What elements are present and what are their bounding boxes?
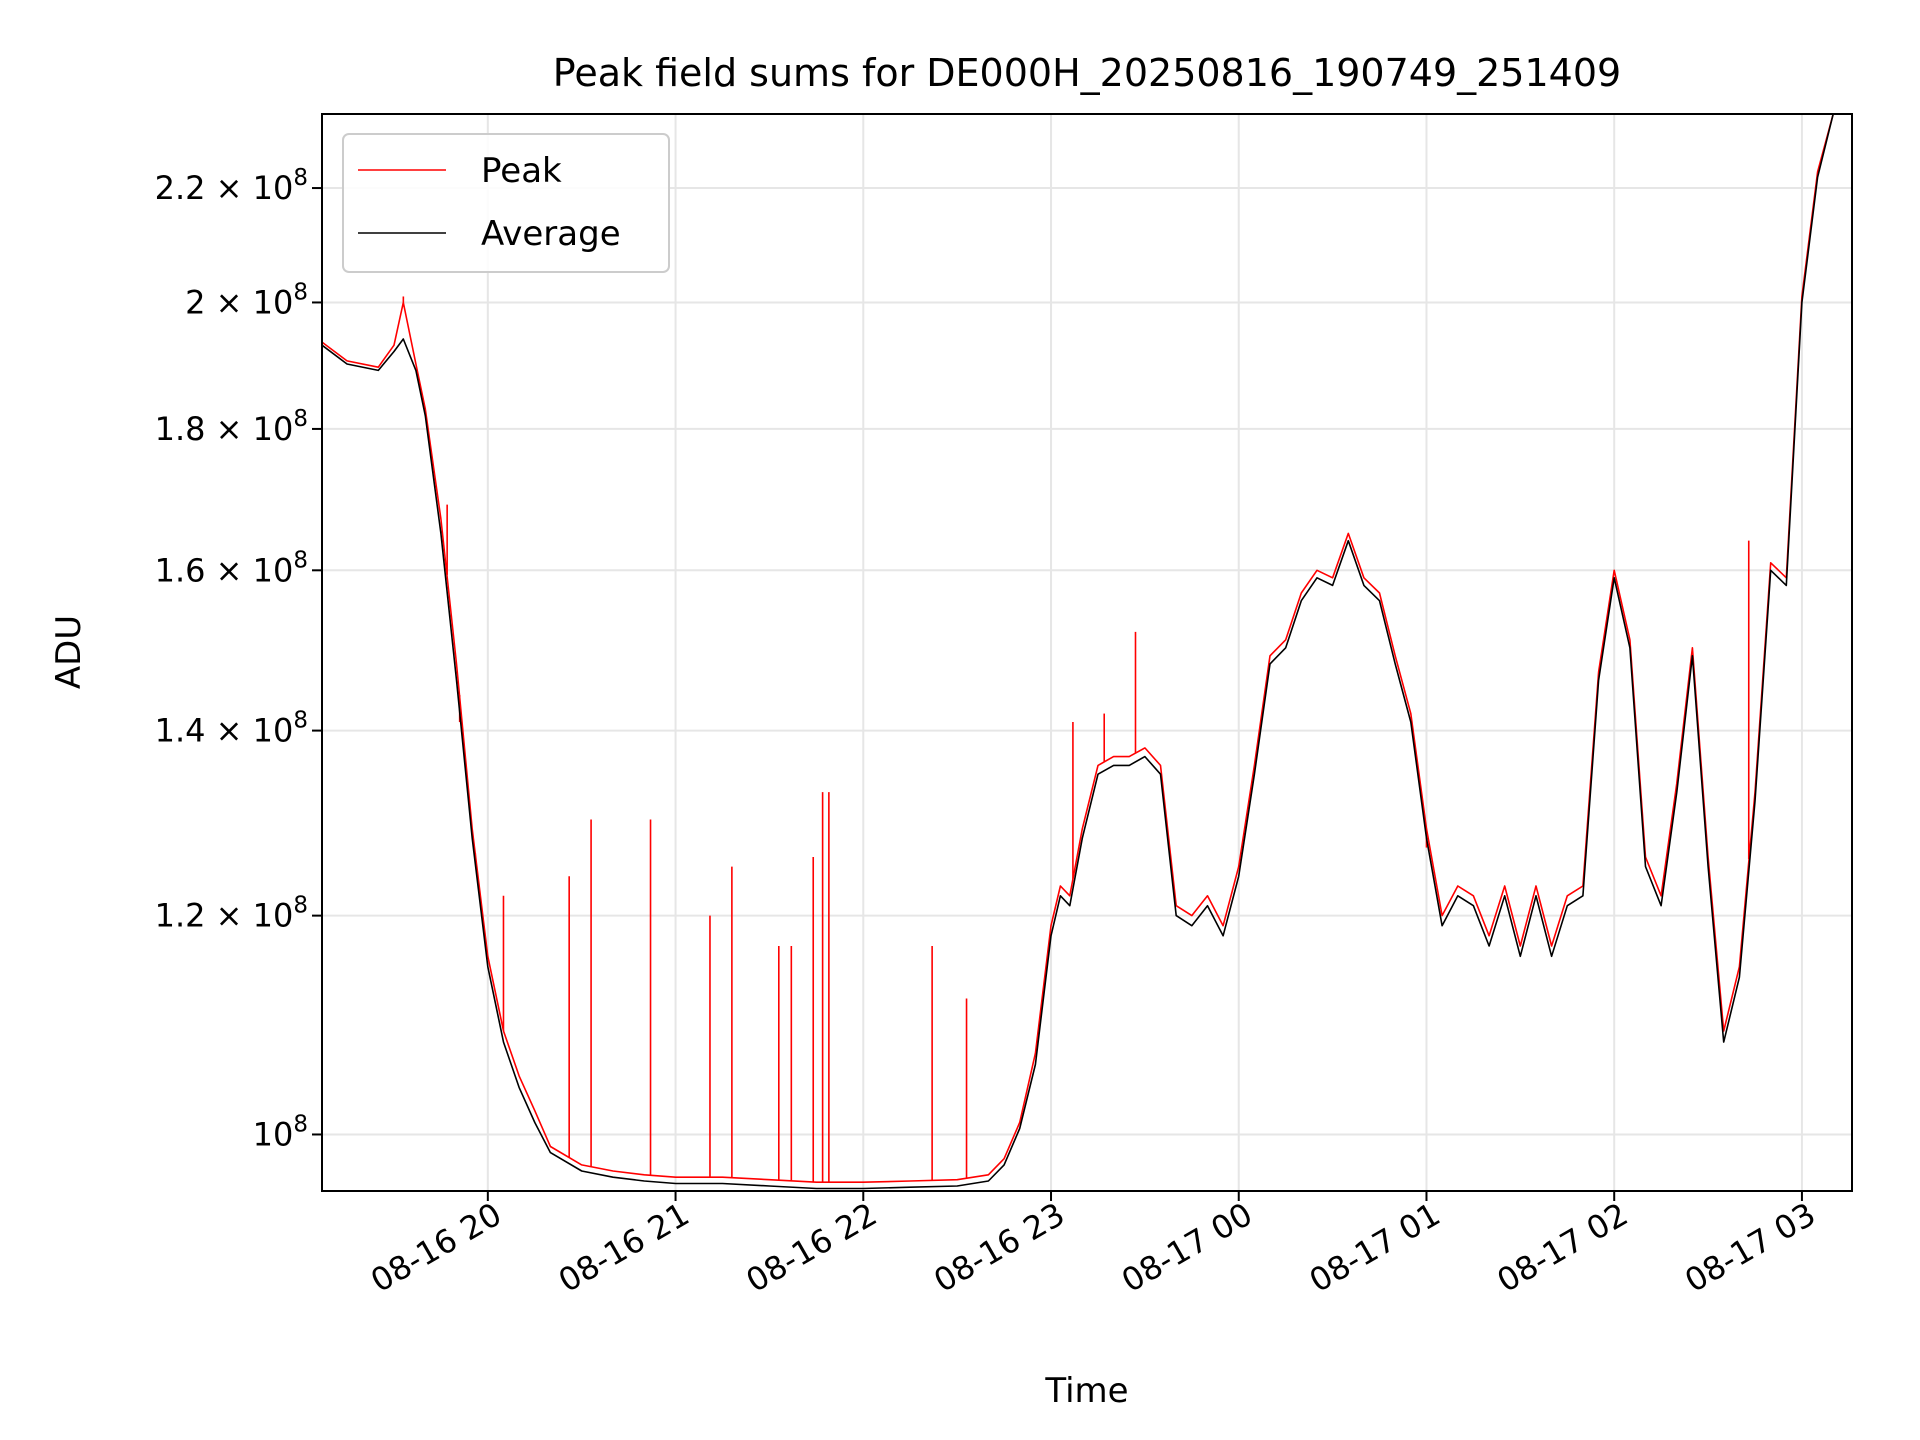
y-tick-label: 2 × 108 [185,279,308,321]
y-tick-label: 108 [253,1111,308,1153]
plot-data [321,113,1834,1190]
y-tick-exponent: 8 [293,1111,308,1137]
y-tick-exponent: 8 [293,547,308,573]
y-tick-exponent: 8 [293,279,308,305]
y-tick-base: 2.2 × 10 [155,169,294,207]
y-tick-label: 1.4 × 108 [155,708,308,750]
y-tick-label: 1.6 × 108 [155,547,308,589]
y-tick-label: 1.2 × 108 [155,893,308,935]
plot-frame [321,113,1853,1192]
series-line-average [321,113,1834,1190]
y-tick-base: 2 × 10 [185,283,293,321]
y-tick-base: 1.6 × 10 [155,551,294,589]
y-tick-base: 1.8 × 10 [155,410,294,448]
y-tick-exponent: 8 [293,708,308,734]
x-axis-label: Time [1044,1371,1128,1411]
y-tick-exponent: 8 [293,406,308,432]
y-tick-exponent: 8 [293,165,308,191]
y-tick-base: 1.2 × 10 [155,897,294,935]
y-tick-label: 1.8 × 108 [155,406,308,448]
chart-title: Peak field sums for DE000H_20250816_1907… [553,51,1621,95]
y-tick-base: 10 [253,1115,294,1153]
legend-label-average: Average [481,214,621,254]
legend-box [342,133,670,273]
y-axis-label: ADU [49,615,89,689]
series-line-peak [321,113,1834,1183]
y-tick-label: 2.2 × 108 [155,165,308,207]
legend: Peak Average [342,133,670,273]
y-tick-base: 1.4 × 10 [155,712,294,750]
y-tick-exponent: 8 [293,893,308,919]
legend-label-peak: Peak [481,151,562,191]
grid [322,114,1852,1191]
